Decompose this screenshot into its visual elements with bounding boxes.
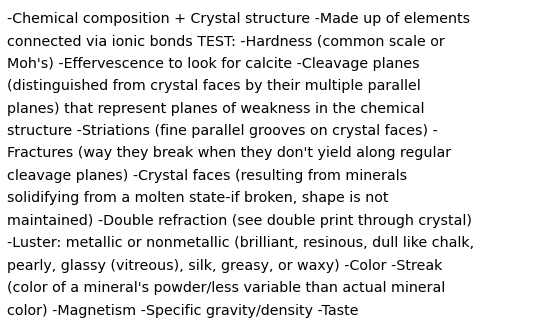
Text: Fractures (way they break when they don't yield along regular: Fractures (way they break when they don'… [7, 146, 451, 160]
Text: maintained) -Double refraction (see double print through crystal): maintained) -Double refraction (see doub… [7, 214, 472, 228]
Text: cleavage planes) -Crystal faces (resulting from minerals: cleavage planes) -Crystal faces (resulti… [7, 169, 407, 183]
Text: connected via ionic bonds TEST: -Hardness (common scale or: connected via ionic bonds TEST: -Hardnes… [7, 34, 444, 48]
Text: Moh's) -Effervescence to look for calcite -Cleavage planes: Moh's) -Effervescence to look for calcit… [7, 57, 419, 71]
Text: solidifying from a molten state-if broken, shape is not: solidifying from a molten state-if broke… [7, 191, 388, 205]
Text: structure -Striations (fine parallel grooves on crystal faces) -: structure -Striations (fine parallel gro… [7, 124, 437, 138]
Text: color) -Magnetism -Specific gravity/density -Taste: color) -Magnetism -Specific gravity/dens… [7, 304, 358, 318]
Text: planes) that represent planes of weakness in the chemical: planes) that represent planes of weaknes… [7, 102, 424, 116]
Text: (distinguished from crystal faces by their multiple parallel: (distinguished from crystal faces by the… [7, 79, 420, 93]
Text: -Luster: metallic or nonmetallic (brilliant, resinous, dull like chalk,: -Luster: metallic or nonmetallic (brilli… [7, 236, 474, 250]
Text: -Chemical composition + Crystal structure -Made up of elements: -Chemical composition + Crystal structur… [7, 12, 470, 26]
Text: pearly, glassy (vitreous), silk, greasy, or waxy) -Color -Streak: pearly, glassy (vitreous), silk, greasy,… [7, 259, 442, 273]
Text: (color of a mineral's powder/less variable than actual mineral: (color of a mineral's powder/less variab… [7, 281, 445, 295]
